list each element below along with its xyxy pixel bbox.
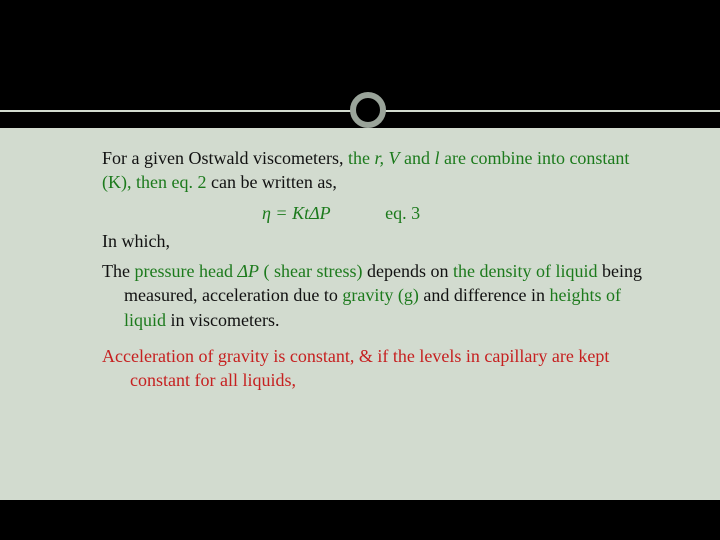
p3-plain-2: depends on — [367, 261, 453, 281]
content-band: For a given Ostwald viscometers, the r, … — [0, 128, 720, 500]
paragraph-inwhich: In which, — [102, 229, 658, 253]
p4-text: Acceleration of gravity is constant, & i… — [102, 346, 609, 390]
paragraph-1: For a given Ostwald viscometers, the r, … — [102, 146, 658, 195]
footer-band — [0, 500, 720, 540]
p1-vars-1: r, V — [374, 148, 399, 168]
ring-ornament — [350, 92, 386, 128]
slide: For a given Ostwald viscometers, the r, … — [0, 0, 720, 540]
p1-green-2: and — [399, 148, 434, 168]
p3-deltaP: ΔP — [237, 261, 259, 281]
p3-green-4: gravity (g) — [342, 285, 423, 305]
p3-plain-1: The — [102, 261, 134, 281]
body-text: For a given Ostwald viscometers, the r, … — [102, 146, 658, 399]
p3-green-1: pressure head — [134, 261, 237, 281]
inwhich-text: In which, — [102, 231, 170, 251]
p3-green-3: the density of liquid — [453, 261, 602, 281]
p3-green-2: ( shear stress) — [259, 261, 367, 281]
equation-line: η = KtΔP eq. 3 — [102, 201, 658, 225]
p1-plain-1: For a given Ostwald viscometers, — [102, 148, 348, 168]
equation-formula: η = KtΔP — [262, 201, 331, 225]
paragraph-3: The pressure head ΔP ( shear stress) dep… — [102, 259, 658, 332]
p3-plain-5: in viscometers. — [171, 310, 280, 330]
p3-plain-4: and difference in — [423, 285, 549, 305]
p1-plain-2: can be written as, — [211, 172, 337, 192]
equation-label: eq. 3 — [385, 201, 420, 225]
paragraph-4: Acceleration of gravity is constant, & i… — [102, 344, 658, 393]
p1-green-1: the — [348, 148, 375, 168]
